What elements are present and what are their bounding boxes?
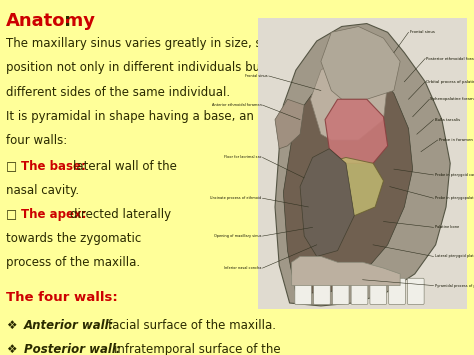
Text: different sides of the same individual.: different sides of the same individual. — [6, 86, 230, 99]
Polygon shape — [310, 53, 388, 140]
Text: Anterior wall:: Anterior wall: — [24, 319, 114, 332]
FancyBboxPatch shape — [314, 278, 330, 305]
Text: Frontal sinus: Frontal sinus — [410, 30, 434, 34]
Text: The maxillary sinus varies greatly in size, shape and: The maxillary sinus varies greatly in si… — [6, 37, 317, 50]
Text: Posterior wall:: Posterior wall: — [24, 343, 120, 355]
Text: Orbital process of palatine: Orbital process of palatine — [426, 80, 474, 84]
Text: Palatine bone: Palatine bone — [435, 225, 459, 229]
FancyBboxPatch shape — [408, 278, 424, 305]
Text: Anatomy: Anatomy — [6, 12, 96, 31]
Text: □: □ — [6, 208, 17, 221]
Text: The four walls:: The four walls: — [6, 291, 118, 304]
Text: infratemporal surface of the: infratemporal surface of the — [114, 343, 281, 355]
Text: nasal cavity.: nasal cavity. — [6, 184, 79, 197]
Text: The apex:: The apex: — [21, 208, 87, 221]
Text: lateral wall of the: lateral wall of the — [73, 160, 177, 173]
Polygon shape — [300, 149, 354, 256]
Text: process of the maxilla.: process of the maxilla. — [6, 256, 140, 269]
Polygon shape — [325, 158, 383, 216]
Text: position not only in different individuals but also in: position not only in different individua… — [6, 61, 307, 75]
Polygon shape — [292, 256, 400, 285]
Text: Floor for lacrimal sac: Floor for lacrimal sac — [224, 155, 262, 159]
Polygon shape — [321, 27, 400, 99]
Text: Probe in foramen rotundum: Probe in foramen rotundum — [439, 138, 474, 142]
Text: Sphenopalatine foramen: Sphenopalatine foramen — [430, 97, 474, 101]
Text: The base:: The base: — [21, 160, 86, 173]
Text: towards the zygomatic: towards the zygomatic — [6, 232, 141, 245]
Text: It is pyramidal in shape having a base, an apex and: It is pyramidal in shape having a base, … — [6, 110, 312, 123]
FancyBboxPatch shape — [370, 278, 387, 305]
Text: facial surface of the maxilla.: facial surface of the maxilla. — [108, 319, 276, 332]
Text: Opening of maxillary sinus: Opening of maxillary sinus — [214, 234, 262, 238]
Polygon shape — [275, 99, 304, 149]
Polygon shape — [283, 64, 413, 294]
FancyBboxPatch shape — [295, 278, 311, 305]
Text: Posterior ethmoidal foramen: Posterior ethmoidal foramen — [426, 56, 474, 60]
Polygon shape — [275, 23, 450, 306]
FancyBboxPatch shape — [351, 278, 368, 305]
Text: □: □ — [6, 160, 17, 173]
Text: Lateral pterygoid plate: Lateral pterygoid plate — [435, 255, 474, 258]
FancyBboxPatch shape — [389, 278, 405, 305]
Text: ❖: ❖ — [6, 343, 17, 355]
Text: :: : — [64, 12, 71, 31]
Text: directed laterally: directed laterally — [70, 208, 171, 221]
FancyBboxPatch shape — [258, 18, 467, 309]
Text: Pyramidal process of palatine: Pyramidal process of palatine — [435, 284, 474, 288]
Text: Probe in pterygoid canal: Probe in pterygoid canal — [435, 173, 474, 177]
FancyBboxPatch shape — [332, 278, 349, 305]
Text: Inferior nasal concha: Inferior nasal concha — [224, 266, 262, 270]
Text: Probe in pterygopalatine canal: Probe in pterygopalatine canal — [435, 196, 474, 200]
Text: Bulla tarsalis: Bulla tarsalis — [435, 118, 460, 122]
Text: Anterior ethmoidal foramen: Anterior ethmoidal foramen — [212, 103, 262, 107]
Text: ❖: ❖ — [6, 319, 17, 332]
Text: Uncinate process of ethmoid: Uncinate process of ethmoid — [210, 196, 262, 200]
Text: four walls:: four walls: — [6, 134, 67, 147]
Polygon shape — [325, 99, 388, 163]
Text: Frontal sinus: Frontal sinus — [245, 74, 268, 78]
